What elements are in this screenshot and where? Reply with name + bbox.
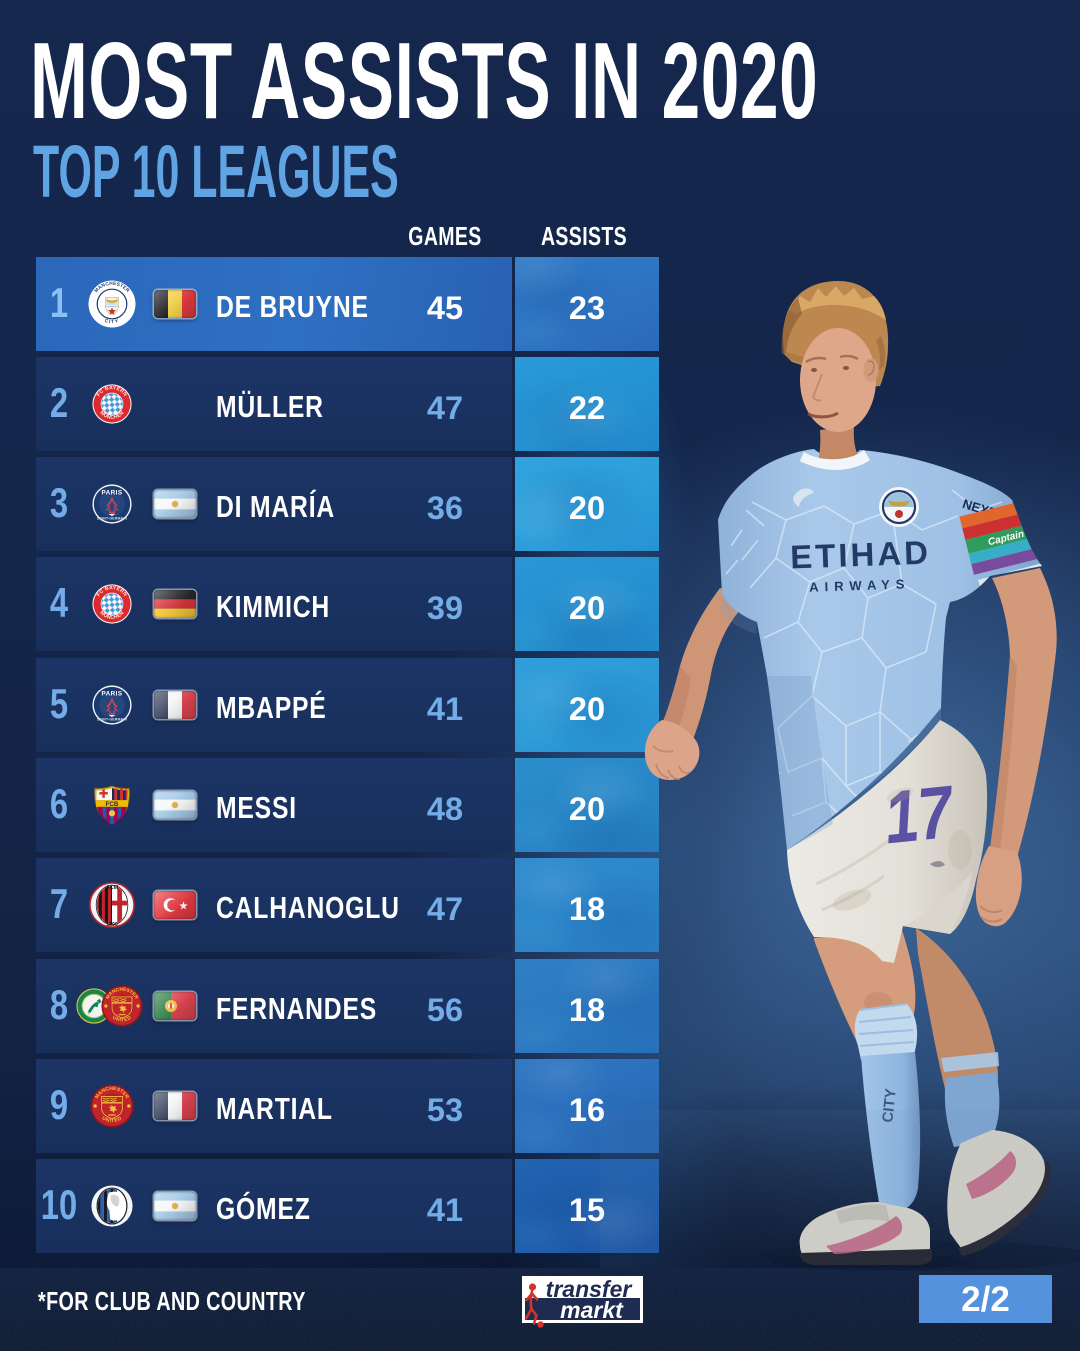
svg-text:SAINT-GERMAIN: SAINT-GERMAIN <box>97 717 127 721</box>
svg-text:SAINT-GERMAIN: SAINT-GERMAIN <box>97 516 127 520</box>
svg-text:UNITED: UNITED <box>111 1014 133 1023</box>
svg-text:MÜNCHEN: MÜNCHEN <box>98 610 125 621</box>
svg-text:MÜNCHEN: MÜNCHEN <box>98 410 125 421</box>
svg-text:PARIS: PARIS <box>102 490 123 497</box>
svg-text:17: 17 <box>881 771 960 860</box>
svg-text:ETIHAD: ETIHAD <box>790 534 932 576</box>
svg-text:FCB: FCB <box>106 801 119 808</box>
svg-text:ACM: ACM <box>106 885 118 891</box>
svg-text:UNITED: UNITED <box>101 1115 123 1124</box>
svg-text:PARIS: PARIS <box>102 690 123 697</box>
svg-text:CITY: CITY <box>104 317 120 324</box>
svg-text:AIRWAYS: AIRWAYS <box>809 576 911 595</box>
svg-text:1899: 1899 <box>106 922 118 928</box>
